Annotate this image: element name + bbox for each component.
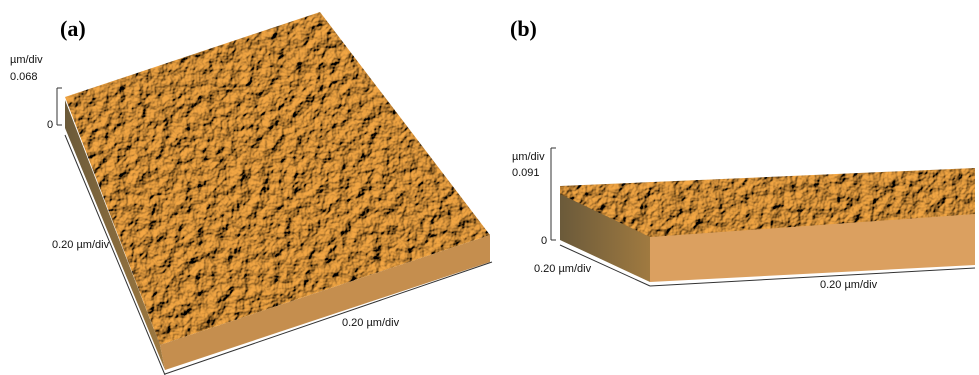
panel-label: (b) bbox=[510, 16, 537, 41]
panel-a: (a) µm/div 0.068 0 0.20 µm/div 0.20 µm/d… bbox=[10, 12, 492, 375]
panel-b: (b) µm/div 0.091 0 0.20 µm/div 0.20 µm/d… bbox=[510, 16, 975, 291]
surface bbox=[65, 12, 490, 345]
y-axis-label: 0.20 µm/div bbox=[52, 239, 110, 251]
z-max: 0.068 bbox=[10, 71, 38, 83]
x-axis-label: 0.20 µm/div bbox=[820, 279, 878, 291]
z-zero: 0 bbox=[47, 119, 53, 131]
z-zero: 0 bbox=[541, 235, 547, 247]
z-max: 0.091 bbox=[512, 167, 540, 179]
x-axis-label: 0.20 µm/div bbox=[342, 317, 400, 329]
y-axis-label: 0.20 µm/div bbox=[534, 263, 592, 275]
z-unit: µm/div bbox=[512, 151, 545, 163]
z-unit: µm/div bbox=[10, 54, 43, 66]
panel-label: (a) bbox=[60, 16, 86, 41]
figure: (a) µm/div 0.068 0 0.20 µm/div 0.20 µm/d… bbox=[0, 0, 979, 375]
